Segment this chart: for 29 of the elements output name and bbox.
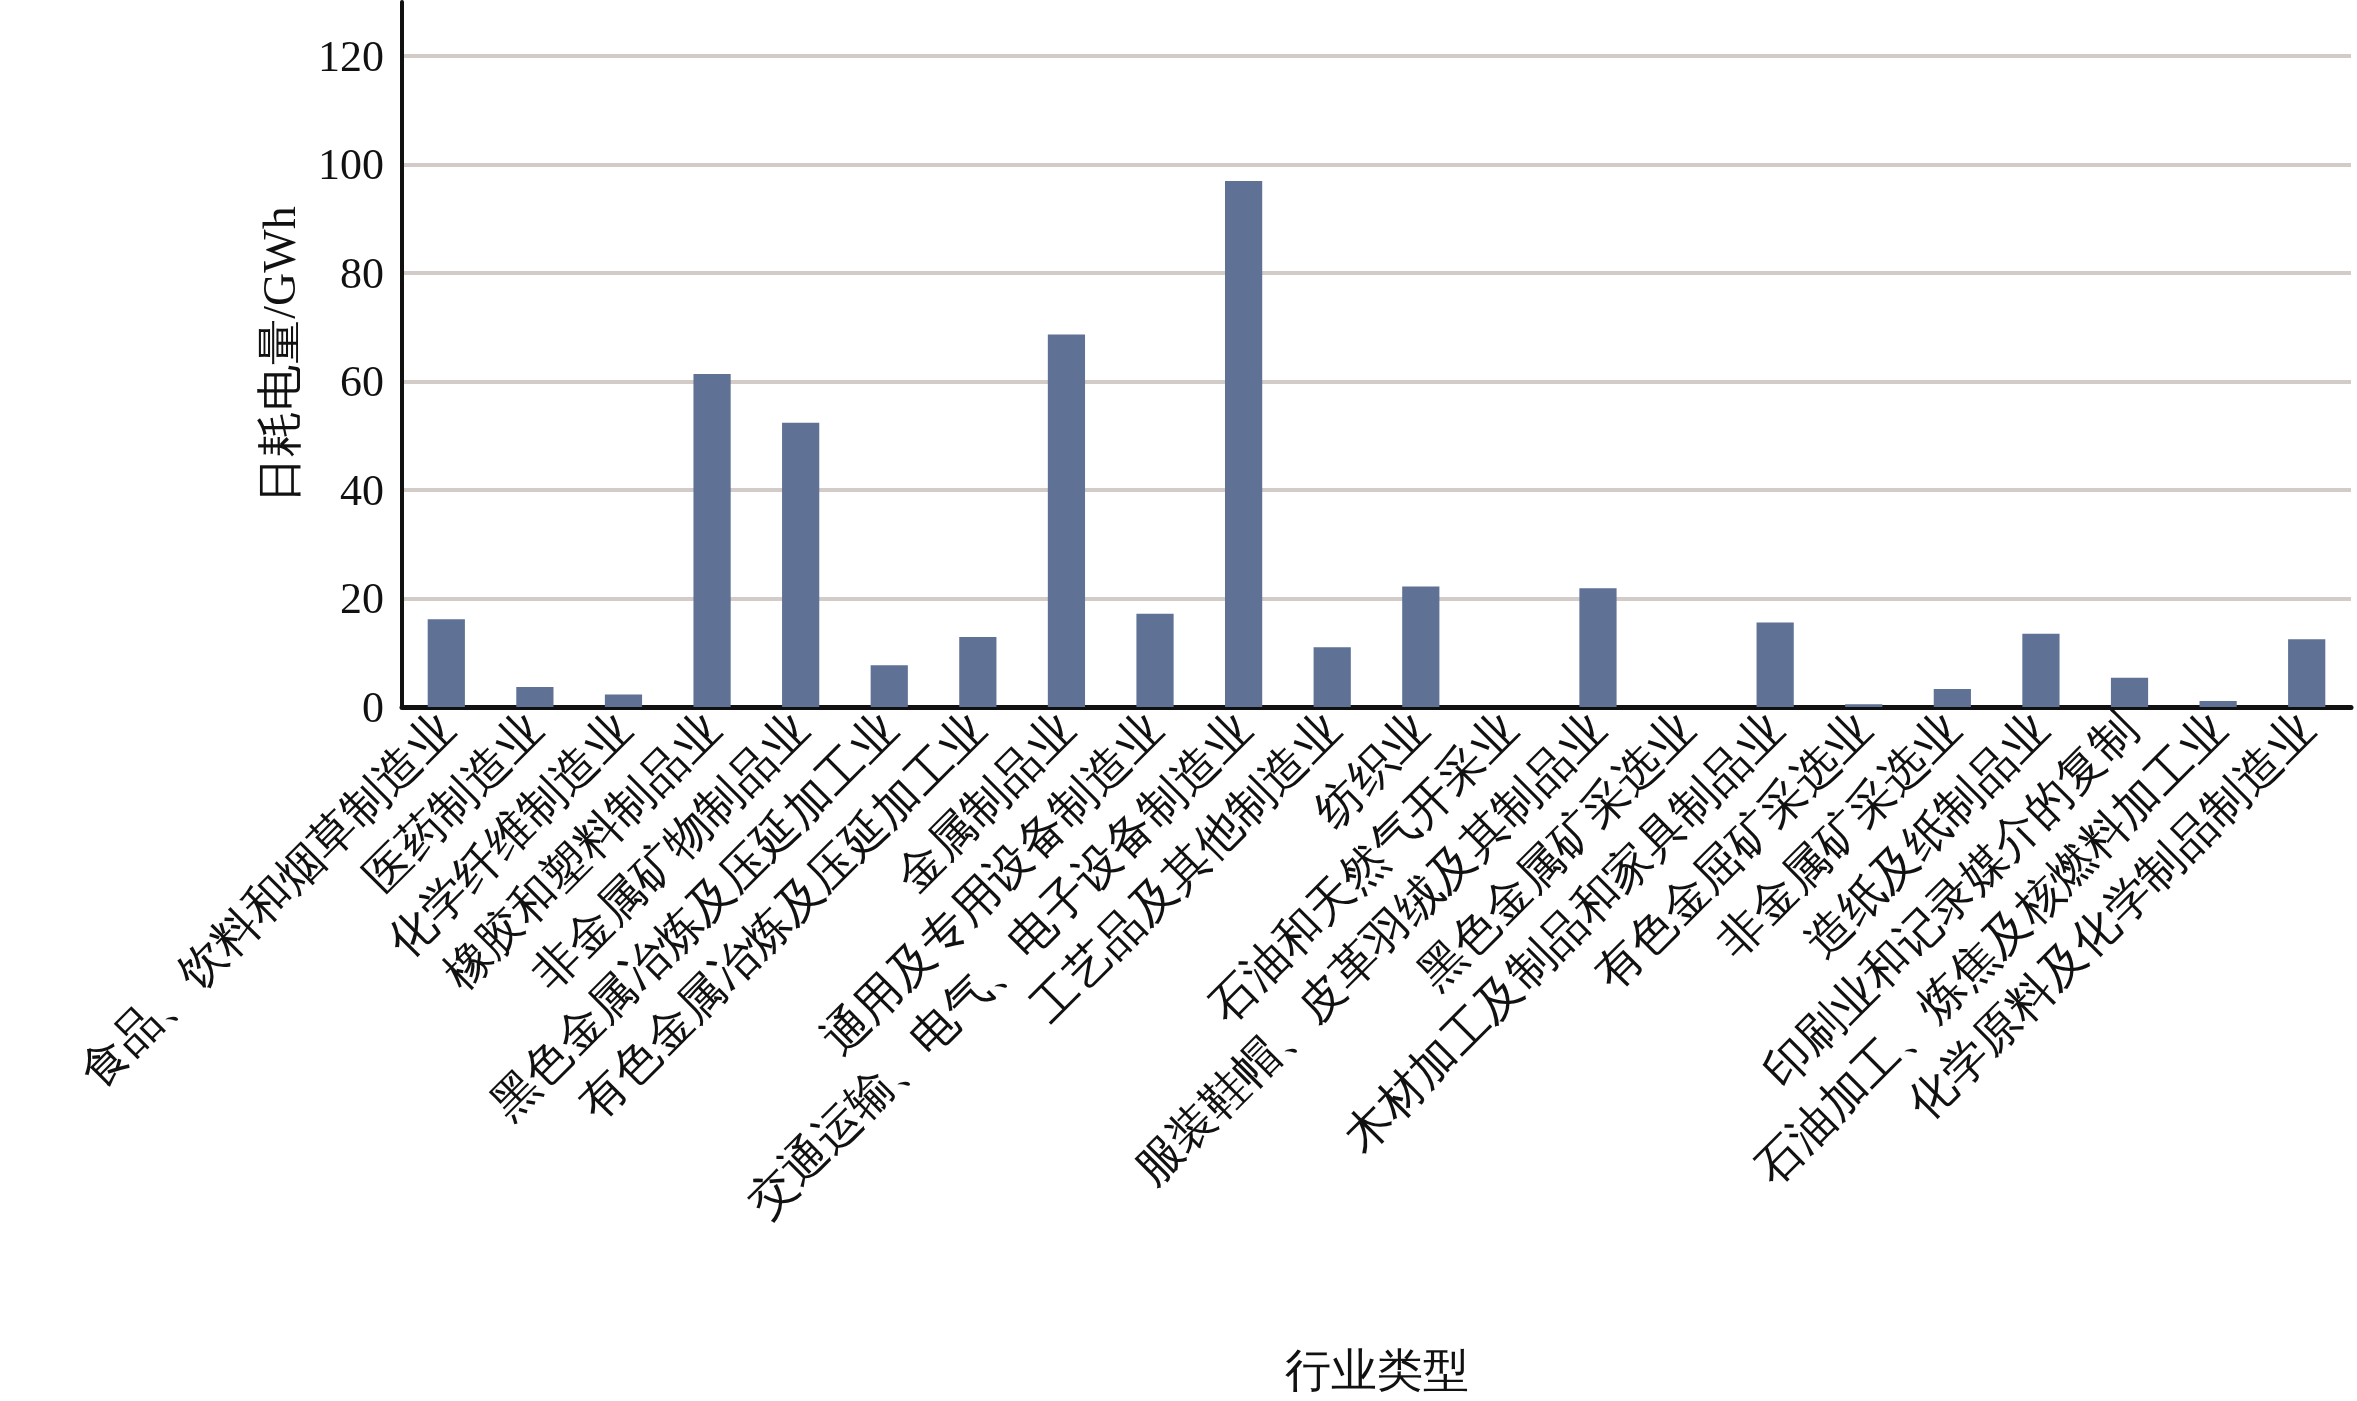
y-tick-label: 80 bbox=[340, 248, 384, 298]
y-tick-label: 100 bbox=[318, 140, 384, 190]
y-tick-label: 0 bbox=[362, 682, 384, 732]
y-tick-label: 60 bbox=[340, 357, 384, 407]
bar bbox=[870, 665, 908, 707]
y-tick-label: 40 bbox=[340, 465, 384, 515]
bar bbox=[1579, 588, 1617, 707]
bar bbox=[1933, 689, 1971, 707]
y-tick-label: 20 bbox=[340, 574, 384, 624]
bar bbox=[1136, 613, 1174, 707]
bar bbox=[516, 686, 554, 707]
bar bbox=[1756, 622, 1794, 707]
bar bbox=[2022, 633, 2060, 707]
bar bbox=[1047, 334, 1086, 707]
bar bbox=[2199, 701, 2237, 707]
bar bbox=[427, 619, 465, 707]
bar bbox=[604, 694, 643, 707]
bar bbox=[2288, 639, 2326, 707]
x-axis-title: 行业类型 bbox=[1284, 1344, 1469, 1396]
bar bbox=[1225, 180, 1263, 707]
bar bbox=[1845, 704, 1883, 707]
bar bbox=[782, 422, 820, 707]
bar bbox=[1402, 586, 1440, 707]
y-tick-label: 120 bbox=[318, 31, 384, 81]
bar bbox=[2110, 677, 2149, 707]
bar bbox=[959, 637, 997, 707]
bar bbox=[693, 374, 731, 707]
bar bbox=[1313, 647, 1351, 707]
y-axis-title: 日耗电量/GWh bbox=[253, 206, 305, 503]
